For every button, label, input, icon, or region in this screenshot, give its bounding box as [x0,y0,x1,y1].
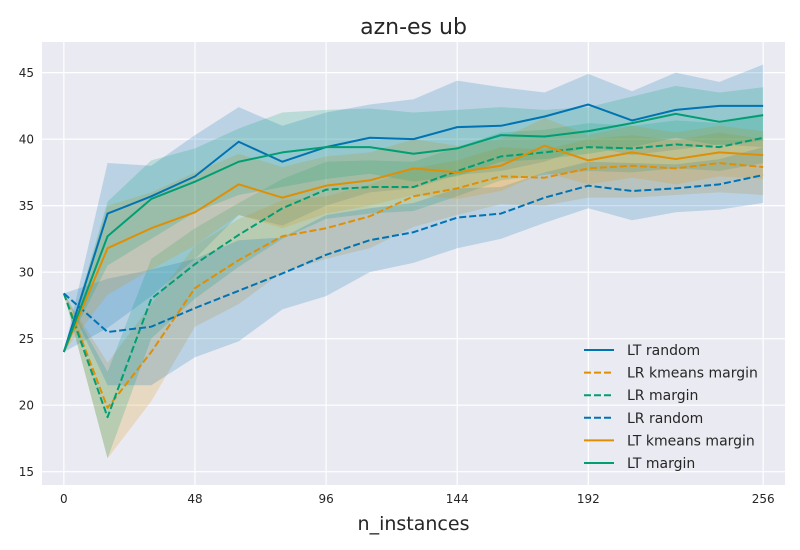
x-axis-title: n_instances [358,513,470,535]
x-tick-label: 96 [318,492,333,506]
y-tick-label: 30 [19,266,34,280]
band-0 [63,64,764,352]
series-line-4 [62,144,764,353]
legend-label-3: LR random [627,411,703,427]
legend: LT random LR kmeans margin LR margin LR ran… [584,343,758,472]
x-tick-label: 192 [577,492,600,506]
band-1 [63,132,764,459]
series-lines [62,103,764,419]
chart-title: azn-es ub [360,15,467,40]
confidence-bands [63,64,764,459]
y-tick-label: 25 [19,332,34,346]
grid-lines [42,42,785,485]
band-4 [63,117,764,352]
band-3 [63,147,764,386]
series-line-1 [62,162,764,409]
legend-label-0: LT random [627,343,700,359]
y-tick-label: 40 [19,133,34,147]
series-line-5 [62,112,764,353]
y-tick-label: 20 [19,399,34,413]
series-line-2 [62,136,764,419]
band-5 [63,85,764,352]
y-tick-label: 35 [19,199,34,213]
x-tick-label: 48 [187,492,202,506]
y-tick-label: 45 [19,66,34,80]
band-2 [63,113,764,459]
y-tick-label: 15 [19,465,34,479]
legend-label-4: LT kmeans margin [627,433,755,449]
x-tick-label: 0 [60,492,68,506]
legend-label-5: LT margin [627,456,695,472]
x-tick-label: 256 [752,492,775,506]
x-tick-label: 144 [446,492,469,506]
series-line-3 [63,174,764,334]
legend-label-1: LR kmeans margin [627,366,758,382]
legend-label-2: LR margin [627,388,698,404]
x-axis-ticks: 0 48 96 144 192 256 [60,492,775,506]
y-axis-ticks: 15 20 25 30 35 40 45 [19,66,34,479]
plot-background [42,42,785,485]
series-line-0 [62,103,764,353]
